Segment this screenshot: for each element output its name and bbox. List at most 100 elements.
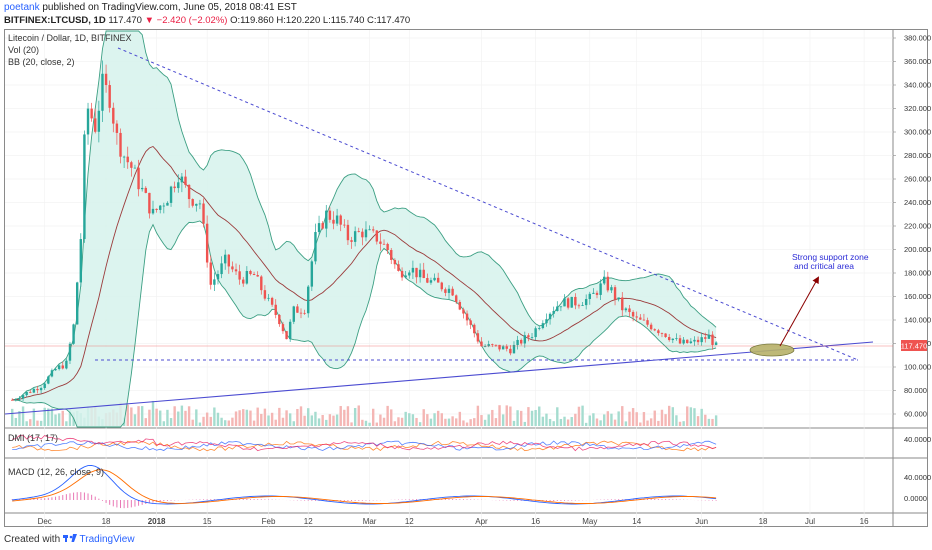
volume-bar xyxy=(223,420,227,426)
candle-body xyxy=(270,297,274,305)
volume-bar xyxy=(451,416,454,426)
legend-macd[interactable]: MACD (12, 26, close, 9) xyxy=(8,467,105,477)
volume-bar xyxy=(148,409,151,426)
volume-bar xyxy=(191,419,194,426)
volume-bar xyxy=(61,410,64,426)
volume-bar xyxy=(512,420,516,426)
candle-body xyxy=(187,184,191,200)
candle-body xyxy=(155,208,158,210)
volume-bar xyxy=(50,408,54,426)
volume-bar xyxy=(667,405,671,426)
volume-bar xyxy=(588,415,591,426)
volume-bar xyxy=(140,406,144,426)
legend-vol[interactable]: Vol (20) xyxy=(8,45,40,55)
volume-bar xyxy=(538,406,541,426)
volume-bar xyxy=(361,419,364,426)
volume-bar xyxy=(462,420,465,426)
volume-bar xyxy=(274,419,277,426)
candle-body xyxy=(303,312,306,314)
candle-body xyxy=(426,278,429,283)
candle-body xyxy=(310,261,314,287)
candle-body xyxy=(148,192,151,214)
candle-body xyxy=(126,156,129,163)
bollinger-fill xyxy=(12,31,717,427)
volume-bar xyxy=(563,416,566,426)
candle-body xyxy=(274,304,277,315)
candle-body xyxy=(328,210,332,220)
candle-body xyxy=(223,254,227,264)
candle-body xyxy=(195,203,198,206)
volume-bar xyxy=(310,415,314,426)
candle-body xyxy=(667,337,671,341)
tradingview-link[interactable]: TradingView xyxy=(79,534,135,545)
price-label: 117.470 xyxy=(901,342,928,351)
volume-bar xyxy=(613,419,617,426)
candle-body xyxy=(314,232,317,262)
volume-bar xyxy=(353,408,357,426)
candle-body xyxy=(260,276,263,291)
volume-bar xyxy=(346,406,350,426)
volume-bar xyxy=(278,407,281,426)
bollinger-basis xyxy=(12,145,717,401)
candle-body xyxy=(660,333,664,334)
candle-body xyxy=(180,176,184,183)
volume-bar xyxy=(270,412,274,426)
volume-bar xyxy=(584,422,588,426)
volume-bar xyxy=(682,421,685,426)
tradingview-logo-icon xyxy=(62,534,77,542)
volume-bar xyxy=(335,414,339,426)
candle-body xyxy=(166,202,169,206)
symbol-line: BITFINEX:LTCUSD, 1D 117.470 ▼ −2.420 (−2… xyxy=(4,15,410,26)
candle-body xyxy=(505,346,508,349)
candle-body xyxy=(458,301,462,310)
price-tick-label: 240.000 xyxy=(904,198,931,207)
candle-body xyxy=(642,319,646,321)
volume-bar xyxy=(516,410,519,426)
price-label-bg xyxy=(901,340,927,351)
candle-body xyxy=(115,123,119,133)
volume-bar xyxy=(671,407,675,426)
volume-bar xyxy=(631,408,635,426)
candle-body xyxy=(18,398,21,400)
volume-bar xyxy=(426,414,429,426)
volume-bar xyxy=(68,408,72,426)
candle-body xyxy=(465,313,469,321)
publisher-link[interactable]: poetank xyxy=(4,2,40,13)
candle-body xyxy=(140,187,144,190)
dmi-line xyxy=(12,440,717,451)
legend-dmi[interactable]: DMI (17, 17) xyxy=(8,433,59,443)
volume-bar xyxy=(624,421,628,426)
volume-bar xyxy=(57,413,61,426)
volume-bar xyxy=(133,414,137,426)
volume-bar xyxy=(321,414,324,426)
macd-lines: 40.0000 0.0000 xyxy=(11,464,931,509)
legend-bb[interactable]: BB (20, close, 2) xyxy=(8,57,75,67)
candle-body xyxy=(473,324,476,334)
volume-bar xyxy=(209,416,212,426)
volume-bar xyxy=(595,418,599,426)
price-axis: 60.00080.000100.000120.000140.000160.000… xyxy=(893,34,931,419)
candle-body xyxy=(86,108,90,135)
footer: Created with TradingView xyxy=(4,533,135,545)
candle-body xyxy=(177,182,180,189)
volume-bar xyxy=(476,405,480,426)
volume-bar xyxy=(245,409,249,426)
candle-body xyxy=(516,339,519,345)
price-tick-label: 360.000 xyxy=(904,57,931,66)
candle-body xyxy=(72,324,75,344)
candle-body xyxy=(343,224,346,226)
candle-body xyxy=(245,271,249,284)
candle-body xyxy=(133,167,137,169)
volume-bar xyxy=(639,422,642,426)
volume-bar xyxy=(126,404,129,426)
volume-bar xyxy=(303,415,306,426)
candle-body xyxy=(382,243,386,245)
volume-bar xyxy=(469,419,472,426)
candle-body xyxy=(307,286,310,314)
candle-body xyxy=(559,306,563,308)
candle-body xyxy=(429,280,433,283)
volume-bar xyxy=(559,418,563,426)
volume-bar xyxy=(693,408,696,426)
candle-body xyxy=(700,337,703,343)
